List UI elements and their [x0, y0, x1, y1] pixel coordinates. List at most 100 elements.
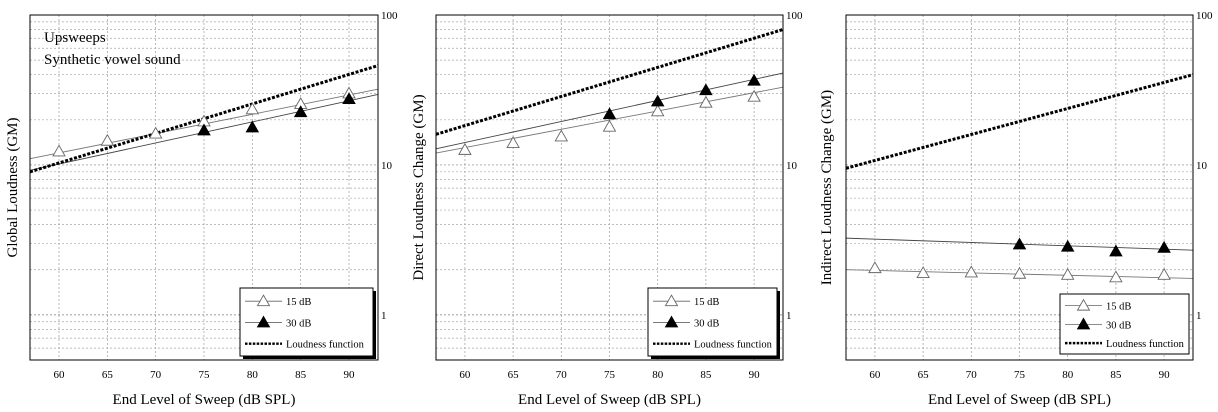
x-tick-label: 70: [150, 369, 162, 381]
open-triangle-marker: [458, 142, 472, 155]
loudness-function-line: [435, 28, 784, 136]
filled-triangle-marker: [245, 120, 260, 133]
y-axis-label: Indirect Loudness Change (GM): [819, 90, 835, 285]
y-tick-label: 10: [786, 160, 798, 172]
y-tick-label: 100: [786, 10, 803, 22]
legend-label: 15 dB: [286, 297, 311, 308]
x-tick-label: 65: [508, 369, 520, 381]
x-tick-label: 75: [604, 369, 616, 381]
x-tick-label: 85: [295, 369, 307, 381]
open-triangle-marker: [554, 129, 569, 142]
x-tick-label: 70: [556, 369, 568, 381]
x-tick-label: 90: [749, 369, 761, 381]
y-tick-label: 1: [1196, 310, 1202, 322]
legend-open-triangle: [256, 294, 271, 307]
x-tick-label: 60: [54, 369, 66, 381]
x-tick-label: 85: [1110, 369, 1122, 381]
x-tick-label: 85: [700, 369, 712, 381]
loudness-function-line: [845, 73, 1194, 170]
filled-triangle-marker: [1060, 239, 1075, 252]
tick-labels: 60 65 70 75 80 85 90 1 10 100: [459, 10, 803, 381]
gridlines: [436, 14, 783, 361]
x-tick-label: 80: [1062, 369, 1074, 381]
y-tick-label: 100: [381, 10, 398, 22]
filled-triangle-marker: [197, 123, 211, 136]
x-tick-label: 60: [869, 369, 881, 381]
open-triangle-marker: [916, 266, 930, 279]
legend-items: 15 dB 30 dB Loudness function: [245, 294, 365, 351]
x-tick-label: 65: [102, 369, 114, 381]
filled-triangle-marker: [1012, 237, 1027, 250]
open-triangle-marker: [602, 119, 617, 132]
legend-label: 30 dB: [1106, 320, 1131, 331]
plot-frame: [29, 14, 379, 361]
open-triangle-marker: [148, 126, 163, 139]
filled-triangle-marker: [602, 107, 617, 120]
x-axis-label: End Level of Sweep (dB SPL): [928, 392, 1111, 408]
tick-labels: 60 65 70 75 80 85 90 1 10 100: [54, 10, 399, 381]
x-tick-label: 80: [247, 369, 259, 381]
legend-label: 30 dB: [694, 318, 719, 329]
y-axis-label: Direct Loudness Change (GM): [411, 94, 427, 280]
legend: 15 dB 30 dB Loudness function: [1059, 293, 1190, 355]
filled-triangle-marker: [1157, 240, 1171, 253]
open-triangle-marker: [747, 89, 761, 102]
x-tick-label: 90: [344, 369, 356, 381]
open-triangle-marker: [964, 265, 979, 278]
y-tick-label: 1: [381, 310, 387, 322]
open-triangle-marker: [100, 133, 115, 146]
plot-frame: [435, 14, 784, 361]
filled-triangle-marker: [293, 105, 308, 118]
data-markers: [868, 237, 1171, 283]
x-tick-label: 90: [1159, 369, 1171, 381]
open-triangle-marker: [868, 261, 882, 274]
tick-labels: 60 65 70 75 80 85 90 1 10 100: [869, 10, 1213, 381]
filled-triangle-marker: [699, 83, 713, 96]
annotation-upsweeps: Upsweeps: [44, 30, 106, 46]
legend-open-triangle: [1076, 298, 1091, 311]
legend-label: Loudness function: [694, 340, 773, 351]
x-tick-label: 65: [918, 369, 930, 381]
x-axis-label: End Level of Sweep (dB SPL): [113, 392, 296, 408]
legend-label: 15 dB: [1106, 302, 1131, 313]
panel-global-loudness: 60 65 70 75 80 85 90 1 10 100 End Level of Sweep …: [5, 10, 398, 408]
open-triangle-marker: [52, 144, 66, 157]
plot-frame: [845, 14, 1194, 361]
legend: 15 dB 30 dB Loudness function: [647, 287, 780, 359]
annotation-synthetic-vowel: Synthetic vowel sound: [44, 52, 181, 68]
x-tick-label: 70: [966, 369, 978, 381]
legend-label: Loudness function: [286, 340, 365, 351]
open-triangle-marker: [1060, 267, 1075, 280]
open-triangle-marker: [245, 102, 260, 115]
legend-items: 15 dB 30 dB Loudness function: [1065, 298, 1185, 350]
panel-direct-loudness-change: 60 65 70 75 80 85 90 1 10 100 End Level of Sweep …: [411, 10, 803, 408]
x-tick-label: 75: [199, 369, 211, 381]
legend: 15 dB 30 dB Loudness function: [239, 287, 376, 359]
panel-indirect-loudness-change: 60 65 70 75 80 85 90 1 10 100 End Level of Sweep …: [819, 10, 1213, 408]
legend-items: 15 dB 30 dB Loudness function: [653, 294, 773, 351]
x-tick-label: 75: [1014, 369, 1026, 381]
open-triangle-marker: [650, 104, 665, 117]
open-triangle-marker: [506, 136, 520, 148]
legend-label: 15 dB: [694, 297, 719, 308]
open-triangle-marker: [1109, 270, 1123, 283]
legend-label: Loudness function: [1106, 339, 1185, 350]
x-axis-label: End Level of Sweep (dB SPL): [518, 392, 701, 408]
x-tick-label: 80: [652, 369, 664, 381]
data-markers: [458, 73, 761, 155]
filled-triangle-marker: [342, 92, 356, 105]
y-axis-label: Global Loudness (GM): [5, 118, 21, 258]
legend-open-triangle: [664, 294, 679, 307]
data-markers: [52, 86, 356, 157]
open-triangle-marker: [1012, 266, 1027, 279]
legend-filled-triangle: [1076, 317, 1091, 330]
legend-filled-triangle: [256, 315, 271, 328]
filled-triangle-marker: [1109, 244, 1123, 257]
y-tick-label: 1: [786, 310, 792, 322]
legend-filled-triangle: [664, 315, 679, 328]
open-triangle-marker: [1157, 267, 1171, 280]
open-triangle-marker: [699, 95, 713, 108]
filled-triangle-marker: [650, 94, 665, 107]
filled-triangle-marker: [747, 73, 761, 86]
